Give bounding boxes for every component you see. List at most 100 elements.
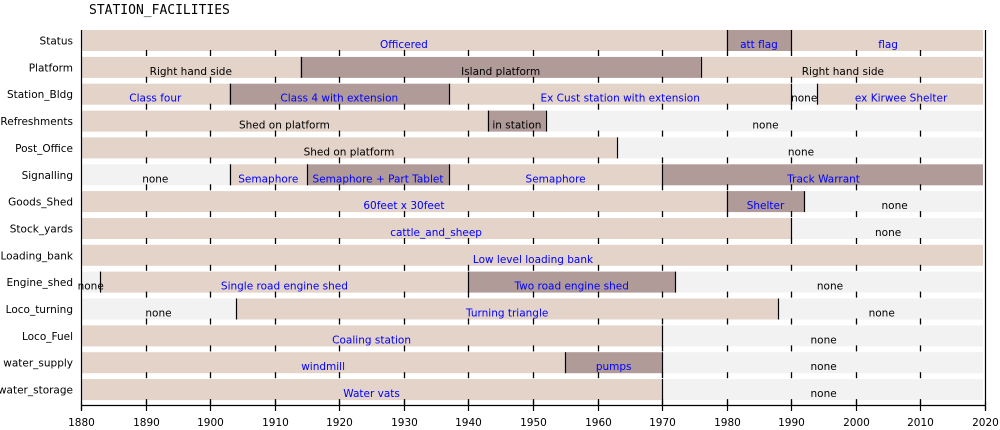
segment-label: none <box>752 120 778 132</box>
segment-label: Coaling station <box>332 334 411 346</box>
row-label: Post_Office <box>15 143 73 155</box>
x-tick-label: 1980 <box>714 417 741 429</box>
segment-label: none <box>810 361 836 373</box>
segment-label: none <box>817 281 843 293</box>
segment-bar <box>804 191 983 213</box>
segment-bar <box>81 218 792 239</box>
segment-bar <box>662 379 983 401</box>
segment-label: Class 4 with extension <box>280 93 398 105</box>
segment-bar <box>662 325 983 347</box>
row-label: Loco_Fuel <box>22 331 73 343</box>
segment-label: none <box>78 281 104 293</box>
segment-bar <box>81 325 663 347</box>
segment-bar <box>81 271 101 293</box>
segment-label: 60feet x 30feet <box>363 200 444 212</box>
segment-bar <box>726 191 805 213</box>
row-platform: Platform Right hand side Island platform Ri… <box>29 56 983 78</box>
row-loco-turning: Loco_turning none Turning triangle none <box>6 298 983 320</box>
segment-bar <box>81 137 617 159</box>
segment-bar <box>662 164 983 186</box>
segment-label: Ex Cust station with extension <box>541 93 700 105</box>
x-tick-label: 1940 <box>455 417 482 429</box>
segment-label: cattle_and_sheep <box>390 227 482 239</box>
segment-bar <box>545 110 983 132</box>
segment-label: Semaphore + Part Tablet <box>313 173 444 185</box>
segment-label: Turning triangle <box>465 308 548 320</box>
segment-label: Shed on platform <box>304 146 395 158</box>
segment-bar <box>81 298 236 320</box>
segment-label: Semaphore <box>238 173 298 185</box>
row-label: Status <box>40 36 73 48</box>
segment-bar <box>675 271 983 293</box>
x-tick-label: 2020 <box>972 417 999 429</box>
segment-bar <box>229 83 449 105</box>
segment-label: ex Kirwee Shelter <box>855 93 948 105</box>
x-tick-label: 1880 <box>68 417 95 429</box>
segment-bar <box>726 30 792 51</box>
segment-bar <box>449 83 792 105</box>
segment-label: none <box>875 227 901 239</box>
row-water-storage: water_storage Water vats none <box>0 379 983 401</box>
segment-label: att flag <box>740 39 778 51</box>
row-label: Loading_bank <box>0 250 73 262</box>
segment-label: Track Warrant <box>786 173 860 185</box>
x-tick-label: 1900 <box>197 417 224 429</box>
segment-bar <box>81 110 488 132</box>
segment-bar <box>468 271 675 293</box>
segment-label: none <box>145 308 171 320</box>
segment-bar <box>487 110 546 132</box>
segment-label: Semaphore <box>526 173 586 185</box>
x-tick-label: 2010 <box>907 417 934 429</box>
row-label: Goods_Shed <box>8 197 73 209</box>
segment-label: none <box>810 334 836 346</box>
row-label: Refreshments <box>0 116 73 128</box>
row-label: water_storage <box>0 385 73 397</box>
segment-label: Shelter <box>747 200 785 212</box>
x-tick-label: 1960 <box>585 417 612 429</box>
row-station-bldg: Station_Bldg Class four Class 4 with exten… <box>7 83 983 105</box>
x-tick-label: 1950 <box>520 417 547 429</box>
row-label: Loco_turning <box>6 304 73 316</box>
ticks-layer <box>145 50 922 406</box>
segment-bar <box>81 56 301 78</box>
segment-label: none <box>788 146 814 158</box>
segment-label: none <box>791 93 817 105</box>
segment-bar <box>81 164 230 186</box>
row-label: Signalling <box>22 170 73 182</box>
row-label: Stock_yards <box>10 224 73 236</box>
segment-bar <box>307 164 450 186</box>
row-label: Platform <box>29 62 73 74</box>
segment-label: none <box>810 388 836 400</box>
segment-label: pumps <box>596 361 632 373</box>
segment-bar <box>565 352 663 374</box>
x-tick-label: 2000 <box>843 417 870 429</box>
segment-bar <box>81 244 983 266</box>
segment-label: flag <box>878 39 898 51</box>
segment-label: Class four <box>129 93 182 105</box>
segment-bar <box>700 56 983 78</box>
segment-label: in station <box>492 120 541 132</box>
row-label: Engine_shed <box>7 277 74 289</box>
segment-bar <box>100 271 469 293</box>
row-label: water_supply <box>3 358 73 370</box>
segment-label: Right hand side <box>150 66 232 78</box>
x-tick-label: 1890 <box>133 417 160 429</box>
row-stock-yards: Stock_yards cattle_and_sheep none <box>10 218 983 239</box>
row-loco-fuel: Loco_Fuel Coaling station none <box>22 325 983 347</box>
segment-label: Shed on platform <box>239 120 330 132</box>
segment-bar <box>236 298 779 320</box>
chart-title: STATION_FACILITIES <box>89 3 230 18</box>
segment-label: Officered <box>380 39 428 51</box>
segment-label: Single road engine shed <box>221 281 348 293</box>
segment-bar <box>817 83 983 105</box>
segment-label: none <box>869 308 895 320</box>
segment-bar <box>449 164 663 186</box>
x-axis: 1880 1890 1900 1910 1920 1930 1940 1950 1960 1970… <box>68 30 999 429</box>
x-tick-label: 1920 <box>326 417 353 429</box>
segment-bar <box>81 83 230 105</box>
segment-bar <box>791 218 983 239</box>
segment-label: Water vats <box>343 388 400 400</box>
row-post-office: Post_Office Shed on platform none <box>15 137 983 159</box>
segment-bar <box>81 191 727 213</box>
